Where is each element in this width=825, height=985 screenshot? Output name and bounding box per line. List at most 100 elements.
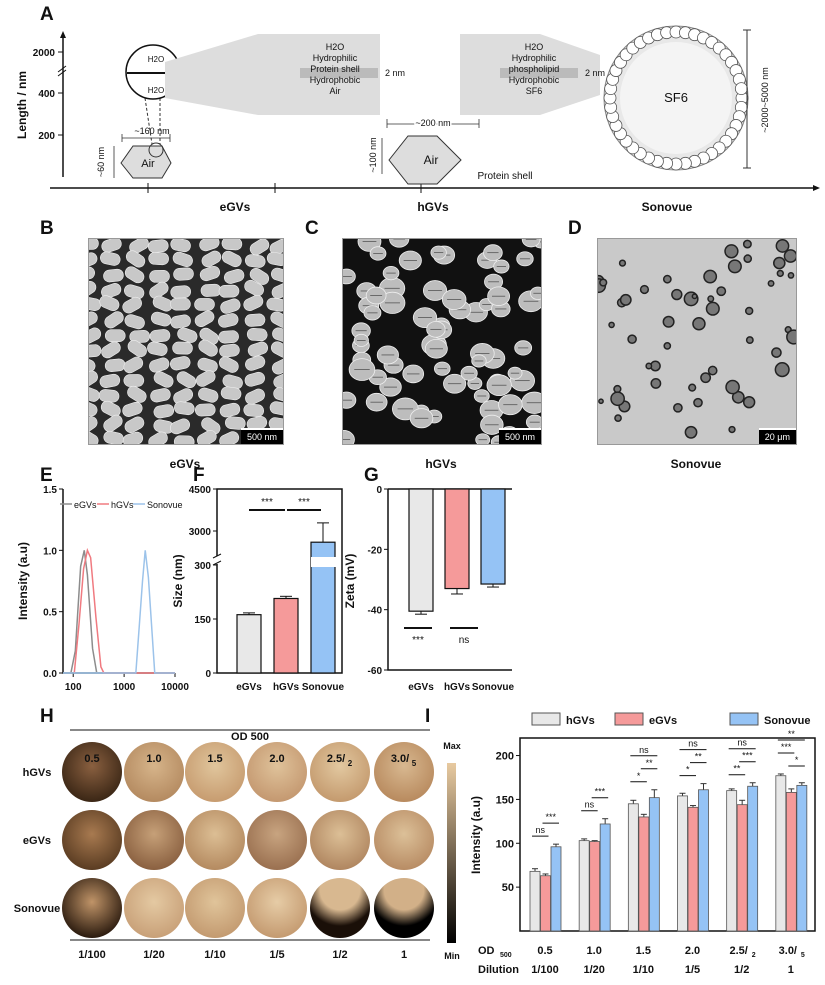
- gas-vesicle: [124, 314, 145, 330]
- microbubble: [618, 259, 627, 267]
- legend-swatch: [614, 712, 644, 726]
- microbubble: [744, 306, 754, 316]
- sonovue-microscopy-image: 20 μm: [597, 238, 797, 445]
- x-od-label: 3.0/: [779, 945, 797, 957]
- gas-vesicle: [98, 389, 120, 403]
- gas-vesicle: [170, 356, 191, 371]
- mb-layer-text: Hydrophilic: [512, 53, 557, 63]
- significance-label: *: [686, 765, 690, 775]
- microbubble: [700, 372, 712, 384]
- panel-label-b: B: [40, 218, 54, 239]
- egv-tem-image: 500 nm: [88, 238, 284, 445]
- gas-vesicle: [218, 330, 239, 344]
- gas-vesicle: [173, 267, 194, 281]
- significance-label: ***: [781, 742, 792, 752]
- gas-vesicle: [149, 281, 169, 299]
- microbubble: [787, 272, 795, 279]
- microbubble: [614, 414, 622, 422]
- gas-vesicle: [147, 239, 169, 253]
- heatmap-well: [374, 742, 434, 802]
- gas-vesicle: [170, 239, 191, 253]
- gas-vesicle: [176, 371, 197, 389]
- gas-vesicle: [101, 239, 122, 253]
- microbubble: [662, 274, 672, 284]
- gv-layer-text: Hydrophilic: [313, 53, 358, 63]
- y-axis-arrow: [60, 31, 66, 38]
- panel-label-h: H: [40, 706, 54, 727]
- x-dilution-label: 1/5: [685, 964, 700, 976]
- bar-hGVs: [726, 790, 738, 932]
- y-tick-label: 300: [194, 561, 211, 572]
- x-dilution-label: 1: [788, 964, 794, 976]
- column-dilution-label: 1/10: [204, 949, 225, 961]
- gas-vesicle: [124, 266, 145, 284]
- microbubble: [776, 269, 784, 278]
- gas-vesicle: [148, 431, 168, 444]
- bar-eGVs: [785, 791, 797, 932]
- gas-vesicle: [243, 403, 265, 417]
- y-tick-label: 0.5: [43, 608, 57, 619]
- gas-vesicle: [149, 270, 170, 283]
- protein-shell-band: [300, 68, 378, 78]
- x-dilution-label: 1/20: [583, 964, 604, 976]
- significance-label: ns: [585, 800, 595, 810]
- gas-vesicle: [246, 327, 268, 342]
- gas-vesicle: [150, 311, 172, 327]
- microbubble: [650, 377, 662, 389]
- column-od-label: 1.5: [207, 753, 222, 765]
- mb-layer-text: SF6: [526, 86, 543, 96]
- bar-eGVs: [236, 614, 262, 674]
- mb-thickness: 2 nm: [585, 68, 605, 78]
- significance-label: ns: [737, 738, 747, 748]
- row-label-Sonovue: Sonovue: [14, 903, 60, 915]
- gas-vesicle: [198, 387, 219, 403]
- bar-hGVs: [627, 803, 639, 932]
- gas-vesicle: [89, 400, 98, 417]
- bar-hGVs: [677, 795, 688, 932]
- bar-hGVs: [444, 488, 470, 590]
- microbubble: [771, 347, 782, 358]
- gas-vesicle: [266, 251, 283, 266]
- y-axis-label: Zeta (mV): [343, 554, 357, 609]
- x-tick-label: hGVs: [444, 682, 471, 693]
- microbubble: [743, 254, 753, 263]
- y-tick-label: 150: [194, 615, 211, 626]
- microbubble: [663, 342, 672, 350]
- bar-Sonovue: [698, 789, 709, 932]
- significance-label: ***: [545, 812, 556, 822]
- y-tick-label: 0: [376, 485, 382, 496]
- x-dilution-label: 1/2: [734, 964, 749, 976]
- bar-hGVs: [578, 840, 590, 932]
- hgv-height: ~100 nm: [368, 137, 378, 172]
- gv-layer-text: H2O: [326, 42, 345, 52]
- x-od-label: 2.0: [685, 945, 700, 957]
- egv-core-label: Air: [141, 158, 155, 170]
- microbubble: [728, 425, 736, 434]
- gas-vesicle: [244, 313, 266, 327]
- h2o-top: H2O: [148, 55, 164, 64]
- legend-label: eGVs: [74, 500, 97, 510]
- gas-vesicle: [153, 404, 175, 419]
- microbubble: [786, 329, 796, 345]
- od-header: OD 500: [231, 731, 269, 743]
- gas-vesicle: [100, 251, 121, 266]
- panel-label-f: F: [193, 465, 205, 486]
- gas-vesicle: [89, 327, 102, 344]
- heatmap-well: [247, 742, 307, 802]
- gas-vesicle: [89, 344, 102, 358]
- gas-vesicle: [243, 294, 264, 312]
- heatmap-well: [62, 810, 122, 870]
- x-tick-label: eGVs: [236, 682, 262, 693]
- bar-Sonovue: [480, 488, 506, 585]
- panel-label-g: G: [364, 465, 379, 486]
- colorbar: [447, 763, 456, 943]
- gas-vesicle: [89, 356, 96, 373]
- gas-vesicle: [197, 357, 218, 373]
- column-od-label: 2.5/: [327, 753, 345, 765]
- y-tick-label: 50: [502, 882, 514, 894]
- gas-vesicle: [273, 387, 283, 403]
- bar-hGVs: [775, 775, 787, 932]
- significance-label: ***: [412, 635, 424, 646]
- x-tick-label: eGVs: [408, 682, 434, 693]
